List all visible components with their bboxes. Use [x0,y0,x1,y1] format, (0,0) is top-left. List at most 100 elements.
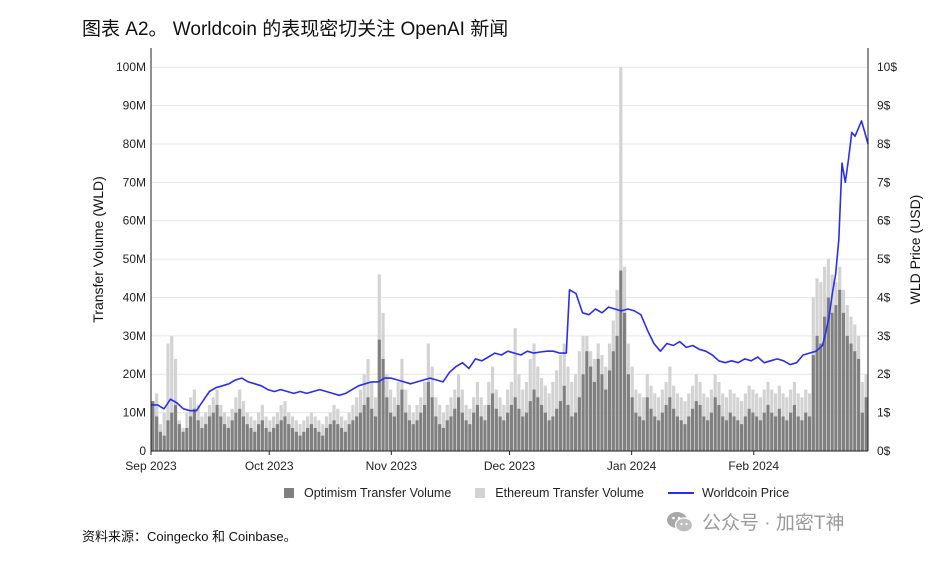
optimism-volume-bar [155,416,159,451]
ethereum-volume-bar [162,412,166,451]
optimism-volume-bar [694,401,698,451]
legend-price: Worldcoin Price [667,486,790,500]
optimism-volume-bar [509,404,513,451]
chart-title: 图表 A2。 Worldcoin 的表现密切关注 OpenAI 新闻 [82,19,509,40]
optimism-volume-bar [321,435,325,451]
optimism-volume-bar [355,416,359,451]
optimism-volume-bar [253,431,257,451]
optimism-volume-bar [709,412,713,451]
optimism-volume-bar [600,374,604,451]
optimism-volume-bar [189,416,193,451]
optimism-volume-bar [785,420,789,451]
optimism-volume-bar [592,381,596,451]
optimism-volume-bar [521,416,525,451]
optimism-volume-bar [634,412,638,451]
optimism-volume-bar [751,412,755,451]
optimism-volume-bar [200,427,204,451]
optimism-volume-bar [607,370,612,451]
optimism-volume-bar [551,416,555,451]
optimism-volume-bar [672,408,676,451]
optimism-volume-bar [173,404,178,451]
optimism-volume-bar [796,416,800,451]
optimism-volume-bar [306,427,310,451]
optimism-volume-bar [585,351,589,451]
legend-label-price: Worldcoin Price [701,486,790,500]
optimism-volume-bar [332,420,336,451]
optimism-volume-bar [815,335,819,451]
optimism-volume-bar [302,431,306,451]
optimism-volume-bar [766,404,770,451]
optimism-volume-bar [219,416,223,451]
optimism-volume-bar [853,351,857,451]
optimism-volume-bar [290,427,295,451]
optimism-volume-bar [566,404,570,451]
optimism-volume-bar [456,397,461,451]
ethereum-volume-bar [166,343,170,451]
y-right-axis-title: WLD Price (USD) [907,195,923,305]
x-tick-label: Dec 2023 [484,459,536,473]
optimism-volume-bar [838,289,842,451]
optimism-volume-bar [770,412,774,451]
optimism-volume-bar [298,435,302,451]
optimism-volume-bar [283,416,287,451]
legend-label-optimism: Optimism Transfer Volume [304,486,452,500]
optimism-volume-bar [826,297,830,451]
optimism-volume-bar [223,424,227,451]
optimism-volume-bar [513,397,517,451]
optimism-volume-bar [743,416,747,451]
optimism-volume-bar [234,412,238,451]
y-left-axis-title: Transfer Volume (WLD) [90,176,106,323]
optimism-volume-bar [377,339,381,451]
y-left-tick-label: 90M [123,99,146,113]
y-right-tick-label: 4$ [877,290,891,304]
optimism-volume-bar [490,393,495,451]
optimism-volume-bar [668,397,672,451]
ethereum-volume-bar [513,328,517,451]
x-tick-label: Oct 2023 [245,459,294,473]
optimism-volume-bar [777,408,781,451]
optimism-volume-bar [396,404,400,451]
optimism-volume-bar [702,416,706,451]
optimism-volume-bar [313,427,317,451]
optimism-volume-bar [517,408,521,451]
optimism-volume-bar [177,424,181,451]
legend-optimism: Optimism Transfer Volume [284,486,451,500]
optimism-volume-bar [781,416,785,451]
optimism-volume-bar [596,358,600,451]
y-left-tick-label: 40M [123,290,146,304]
optimism-volume-bar [747,408,751,451]
optimism-volume-bar [849,343,853,451]
legend-swatch-ethereum [475,488,486,498]
optimism-volume-bar [683,424,687,451]
optimism-volume-bar [558,401,563,451]
optimism-volume-bar [713,397,717,451]
optimism-volume-bar [641,420,646,451]
y-left-tick-label: 20M [123,367,146,381]
optimism-volume-bar [400,389,404,451]
optimism-volume-bar [245,424,249,451]
optimism-volume-bar [373,416,378,451]
optimism-volume-bar [773,416,778,451]
y-right-tick-label: 3$ [877,329,891,343]
optimism-volume-bar [211,412,215,451]
optimism-volume-bar [256,424,261,451]
y-right-tick-label: 10$ [877,60,897,74]
optimism-volume-bar [536,397,540,451]
y-left-tick-label: 50M [123,252,146,266]
legend-line-price [667,492,694,494]
x-tick-label: Jan 2024 [607,459,657,473]
optimism-volume-bar [438,424,442,451]
optimism-volume-bar [468,424,472,451]
y-left-tick-label: 80M [123,137,146,151]
optimism-volume-bar [170,412,174,451]
optimism-volume-bar [158,431,163,451]
optimism-volume-bar [811,355,815,451]
optimism-volume-bar [792,404,796,451]
optimism-volume-bar [415,420,419,451]
optimism-volume-bar [804,412,808,451]
optimism-volume-bar [268,431,272,451]
optimism-volume-bar [664,404,668,451]
optimism-volume-bar [426,381,430,451]
optimism-volume-bar [366,397,370,451]
legend-label-ethereum: Ethereum Transfer Volume [495,486,644,500]
